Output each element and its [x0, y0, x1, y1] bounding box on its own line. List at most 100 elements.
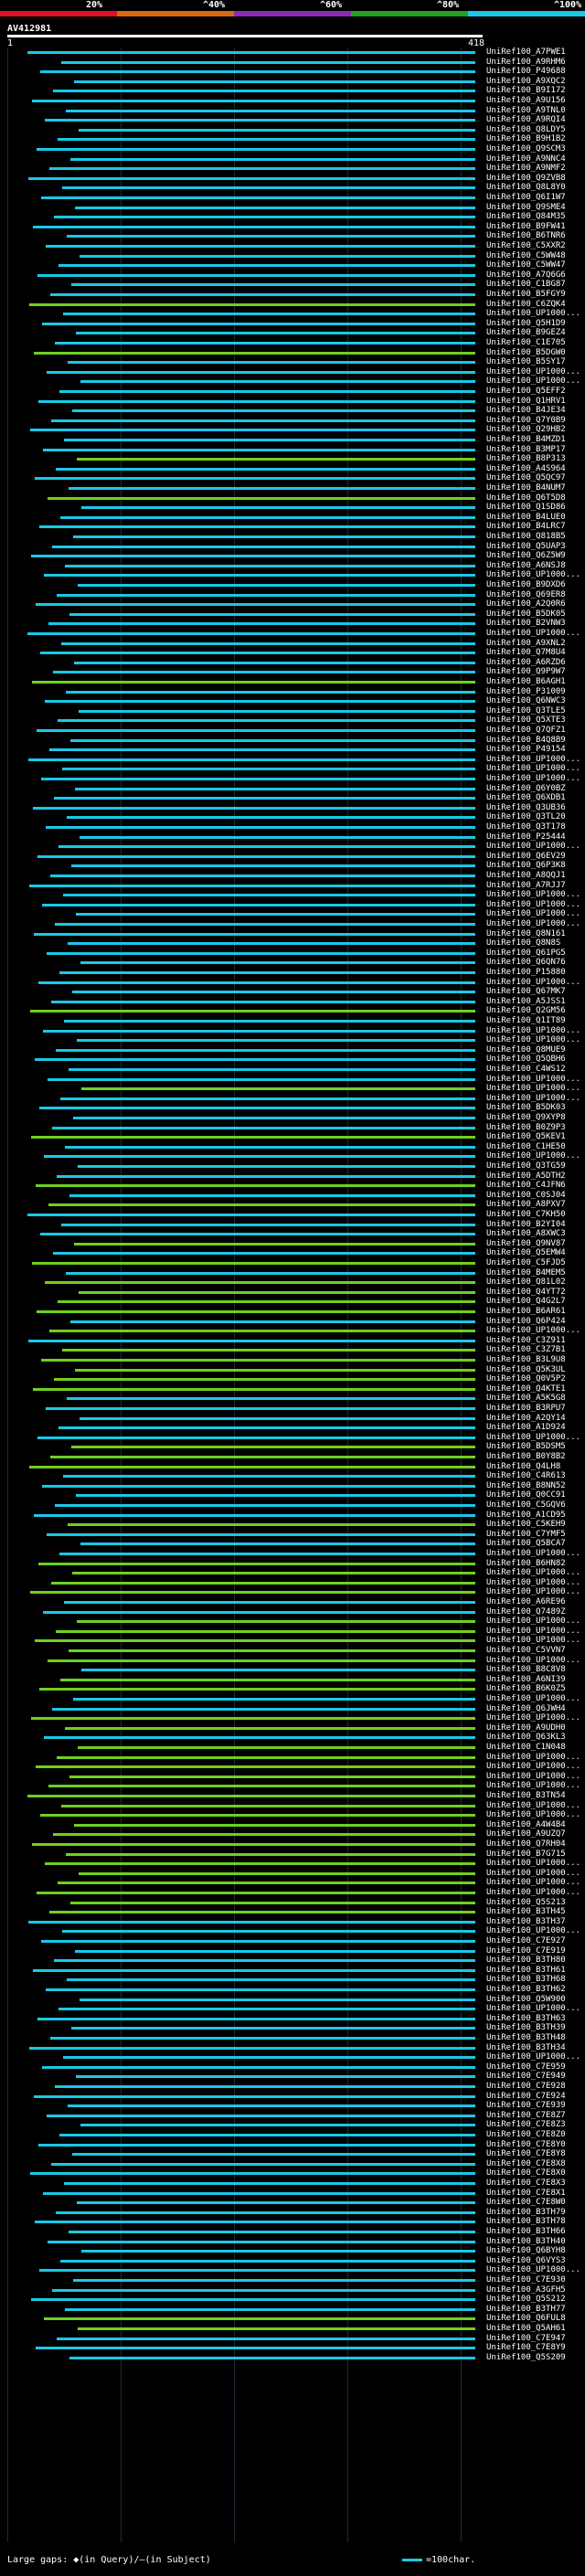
hit-row[interactable]: UniRef100_B4MEM5 — [0, 1268, 585, 1278]
hit-row[interactable]: UniRef100_C7E927 — [0, 1936, 585, 1946]
hit-row[interactable]: UniRef100_Q8N8S — [0, 938, 585, 949]
hit-row[interactable]: UniRef100_UP1000... — [0, 1326, 585, 1336]
hit-label[interactable]: UniRef100_Q6I1W7 — [486, 193, 566, 202]
hit-alignment-bar[interactable] — [74, 661, 475, 664]
hit-alignment-bar[interactable] — [76, 2075, 475, 2079]
hit-row[interactable]: UniRef100_Q9ZVB8 — [0, 174, 585, 184]
hit-alignment-bar[interactable] — [57, 1174, 475, 1178]
hit-row[interactable]: UniRef100_B3L9U8 — [0, 1355, 585, 1365]
hit-alignment-bar[interactable] — [77, 1039, 475, 1043]
hit-label[interactable]: UniRef100_C4WS12 — [486, 1065, 566, 1074]
hit-label[interactable]: UniRef100_B5SY17 — [486, 357, 566, 367]
hit-alignment-bar[interactable] — [81, 506, 475, 510]
hit-row[interactable]: UniRef100_B5DK05 — [0, 610, 585, 620]
hit-row[interactable]: UniRef100_UP1000... — [0, 376, 585, 387]
hit-alignment-bar[interactable] — [37, 854, 475, 858]
hit-row[interactable]: UniRef100_Q7Y0B9 — [0, 416, 585, 426]
hit-alignment-bar[interactable] — [40, 1814, 475, 1818]
hit-label[interactable]: UniRef100_P49688 — [486, 67, 566, 77]
hit-label[interactable]: UniRef100_Q5S209 — [486, 2352, 566, 2362]
hit-label[interactable]: UniRef100_Q1SD86 — [486, 503, 566, 513]
hit-alignment-bar[interactable] — [67, 1397, 475, 1401]
hit-alignment-bar[interactable] — [44, 2317, 475, 2321]
hit-row[interactable]: UniRef100_Q6T5D8 — [0, 493, 585, 504]
hit-row[interactable]: UniRef100_C7E949 — [0, 2072, 585, 2082]
hit-label[interactable]: UniRef100_C3Z7B1 — [486, 1345, 566, 1355]
hit-label[interactable]: UniRef100_Q5KEV1 — [486, 1132, 566, 1142]
hit-label[interactable]: UniRef100_C7E8X1 — [486, 2188, 566, 2198]
hit-row[interactable]: UniRef100_Q5BCA7 — [0, 1539, 585, 1549]
hit-label[interactable]: UniRef100_Q0V5P2 — [486, 1374, 566, 1384]
hit-label[interactable]: UniRef100_B6K0Z5 — [486, 1684, 566, 1694]
hit-alignment-bar[interactable] — [60, 515, 475, 519]
hit-label[interactable]: UniRef100_P25444 — [486, 832, 566, 842]
hit-label[interactable]: UniRef100_C7E924 — [486, 2091, 566, 2101]
hit-alignment-bar[interactable] — [56, 467, 475, 471]
hit-row[interactable]: UniRef100_B8C8V8 — [0, 1665, 585, 1675]
hit-label[interactable]: UniRef100_UP1000... — [486, 1878, 580, 1888]
hit-label[interactable]: UniRef100_Q6P3K8 — [486, 861, 566, 871]
hit-row[interactable]: UniRef100_UP1000... — [0, 309, 585, 319]
hit-row[interactable]: UniRef100_B9H1B2 — [0, 134, 585, 144]
hit-alignment-bar[interactable] — [48, 1077, 475, 1081]
hit-row[interactable]: UniRef100_UP1000... — [0, 2004, 585, 2014]
hit-label[interactable]: UniRef100_Q8MUE9 — [486, 1044, 566, 1055]
hit-alignment-bar[interactable] — [73, 1117, 475, 1119]
hit-row[interactable]: UniRef100_B8NN52 — [0, 1481, 585, 1491]
hit-label[interactable]: UniRef100_B7G715 — [486, 1849, 566, 1859]
hit-alignment-bar[interactable] — [76, 1494, 475, 1498]
hit-alignment-bar[interactable] — [68, 942, 475, 946]
hit-alignment-bar[interactable] — [37, 148, 475, 151]
hit-row[interactable]: UniRef100_UP1000... — [0, 1878, 585, 1888]
hit-alignment-bar[interactable] — [46, 1988, 475, 1991]
hit-alignment-bar[interactable] — [27, 51, 475, 54]
hit-label[interactable]: UniRef100_B9FW41 — [486, 221, 566, 231]
hit-alignment-bar[interactable] — [54, 216, 475, 219]
hit-alignment-bar[interactable] — [32, 1262, 475, 1265]
hit-alignment-bar[interactable] — [30, 1010, 475, 1013]
hit-alignment-bar[interactable] — [41, 1359, 475, 1362]
hit-label[interactable]: UniRef100_B3TH66 — [486, 2227, 566, 2236]
hit-alignment-bar[interactable] — [79, 709, 475, 713]
hit-label[interactable]: UniRef100_UP1000... — [486, 977, 580, 987]
hit-row[interactable]: UniRef100_B3MP17 — [0, 445, 585, 455]
hit-row[interactable]: UniRef100_UP1000... — [0, 1151, 585, 1161]
hit-label[interactable]: UniRef100_C5XXR2 — [486, 241, 566, 250]
hit-label[interactable]: UniRef100_Q7QFZ1 — [486, 726, 566, 735]
hit-label[interactable]: UniRef100_A6RZD6 — [486, 657, 566, 667]
hit-alignment-bar[interactable] — [37, 729, 475, 732]
hit-label[interactable]: UniRef100_Q0CC91 — [486, 1490, 566, 1500]
hit-row[interactable]: UniRef100_Q8L8Y0 — [0, 183, 585, 193]
hit-alignment-bar[interactable] — [32, 681, 475, 684]
hit-label[interactable]: UniRef100_C6ZQK4 — [486, 299, 566, 309]
hit-label[interactable]: UniRef100_A9UZQ7 — [486, 1829, 566, 1839]
hit-label[interactable]: UniRef100_A4W4B4 — [486, 1819, 566, 1829]
hit-row[interactable]: UniRef100_UP1000... — [0, 890, 585, 900]
hit-row[interactable]: UniRef100_Q6I1W7 — [0, 193, 585, 203]
hit-label[interactable]: UniRef100_P31009 — [486, 686, 566, 696]
hit-alignment-bar[interactable] — [58, 138, 475, 142]
hit-label[interactable]: UniRef100_A6NI39 — [486, 1674, 566, 1684]
hit-alignment-bar[interactable] — [70, 157, 475, 161]
hit-alignment-bar[interactable] — [58, 1426, 475, 1430]
hit-label[interactable]: UniRef100_UP1000... — [486, 309, 580, 319]
hit-alignment-bar[interactable] — [31, 1136, 475, 1140]
hit-alignment-bar[interactable] — [35, 477, 475, 481]
hit-alignment-bar[interactable] — [40, 652, 475, 655]
hit-row[interactable]: UniRef100_UP1000... — [0, 1084, 585, 1094]
hit-label[interactable]: UniRef100_Q5EMW4 — [486, 1248, 566, 1258]
hit-row[interactable]: UniRef100_Q1SD86 — [0, 503, 585, 513]
hit-alignment-bar[interactable] — [58, 2008, 475, 2011]
hit-label[interactable]: UniRef100_B3TH68 — [486, 1975, 566, 1985]
hit-row[interactable]: UniRef100_Q6JWH4 — [0, 1704, 585, 1714]
hit-label[interactable]: UniRef100_A1CD95 — [486, 1510, 566, 1520]
hit-label[interactable]: UniRef100_Q6NWC3 — [486, 696, 566, 706]
hit-row[interactable]: UniRef100_Q5S209 — [0, 2353, 585, 2363]
hit-row[interactable]: UniRef100_A9UZQ7 — [0, 1829, 585, 1839]
hit-alignment-bar[interactable] — [41, 196, 475, 199]
hit-label[interactable]: UniRef100_B9I172 — [486, 86, 566, 96]
hit-label[interactable]: UniRef100_Q1IT89 — [486, 1016, 566, 1025]
hit-label[interactable]: UniRef100_Q818B5 — [486, 532, 566, 541]
hit-label[interactable]: UniRef100_Q7RH04 — [486, 1839, 566, 1849]
hit-alignment-bar[interactable] — [74, 1242, 475, 1246]
